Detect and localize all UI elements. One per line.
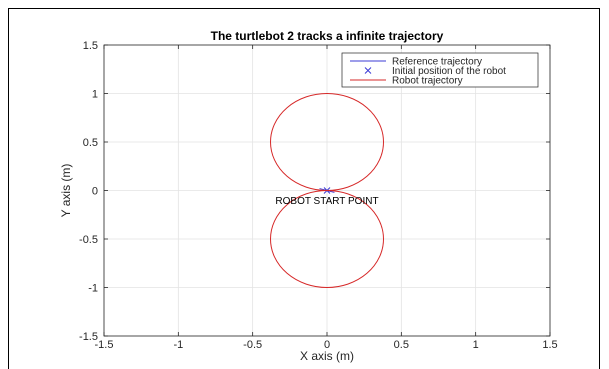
y-tick-label: 1: [92, 89, 98, 101]
figure-frame: [8, 8, 600, 369]
robot-trajectory-lobe: [270, 190, 384, 288]
x-tick-label: -1: [173, 339, 183, 351]
ticks: -1.5 -1 -0.5 0 0.5 1 1.5 -1.5 -1 -0.5 0 0.5 1 1.5: [79, 40, 558, 351]
chart-title: The turtlebot 2 tracks a infinite trajec…: [211, 29, 444, 43]
x-tick-label: 1: [473, 339, 479, 351]
legend-entry-label: Reference trajectory: [392, 57, 482, 68]
y-tick-label: -1: [88, 283, 98, 295]
legend-marker-icon: [364, 67, 372, 74]
legend-box: [341, 52, 539, 88]
legend-entry-label: Robot trajectory: [392, 76, 463, 87]
y-tick-label: -1.5: [79, 331, 98, 343]
series: [270, 93, 384, 288]
annotations: ROBOT START POINT: [275, 196, 378, 207]
start-point-annotation: ROBOT START POINT: [275, 196, 378, 207]
y-tick-label: 1.5: [83, 40, 98, 52]
x-axis-label: X axis (m): [300, 349, 354, 363]
x-tick-label: 1.5: [542, 339, 557, 351]
x-tick-label: -0.5: [243, 339, 262, 351]
legend-entry-label: Initial position of the robot: [392, 66, 506, 77]
x-tick-label: 0: [324, 339, 330, 351]
y-axis-label: Y axis (m): [59, 164, 73, 218]
x-tick-label: -1.5: [95, 339, 114, 351]
y-tick-label: -0.5: [79, 234, 98, 246]
x-tick-label: 0.5: [394, 339, 409, 351]
y-tick-label: 0: [92, 186, 98, 198]
y-tick-label: 0.5: [83, 137, 98, 149]
